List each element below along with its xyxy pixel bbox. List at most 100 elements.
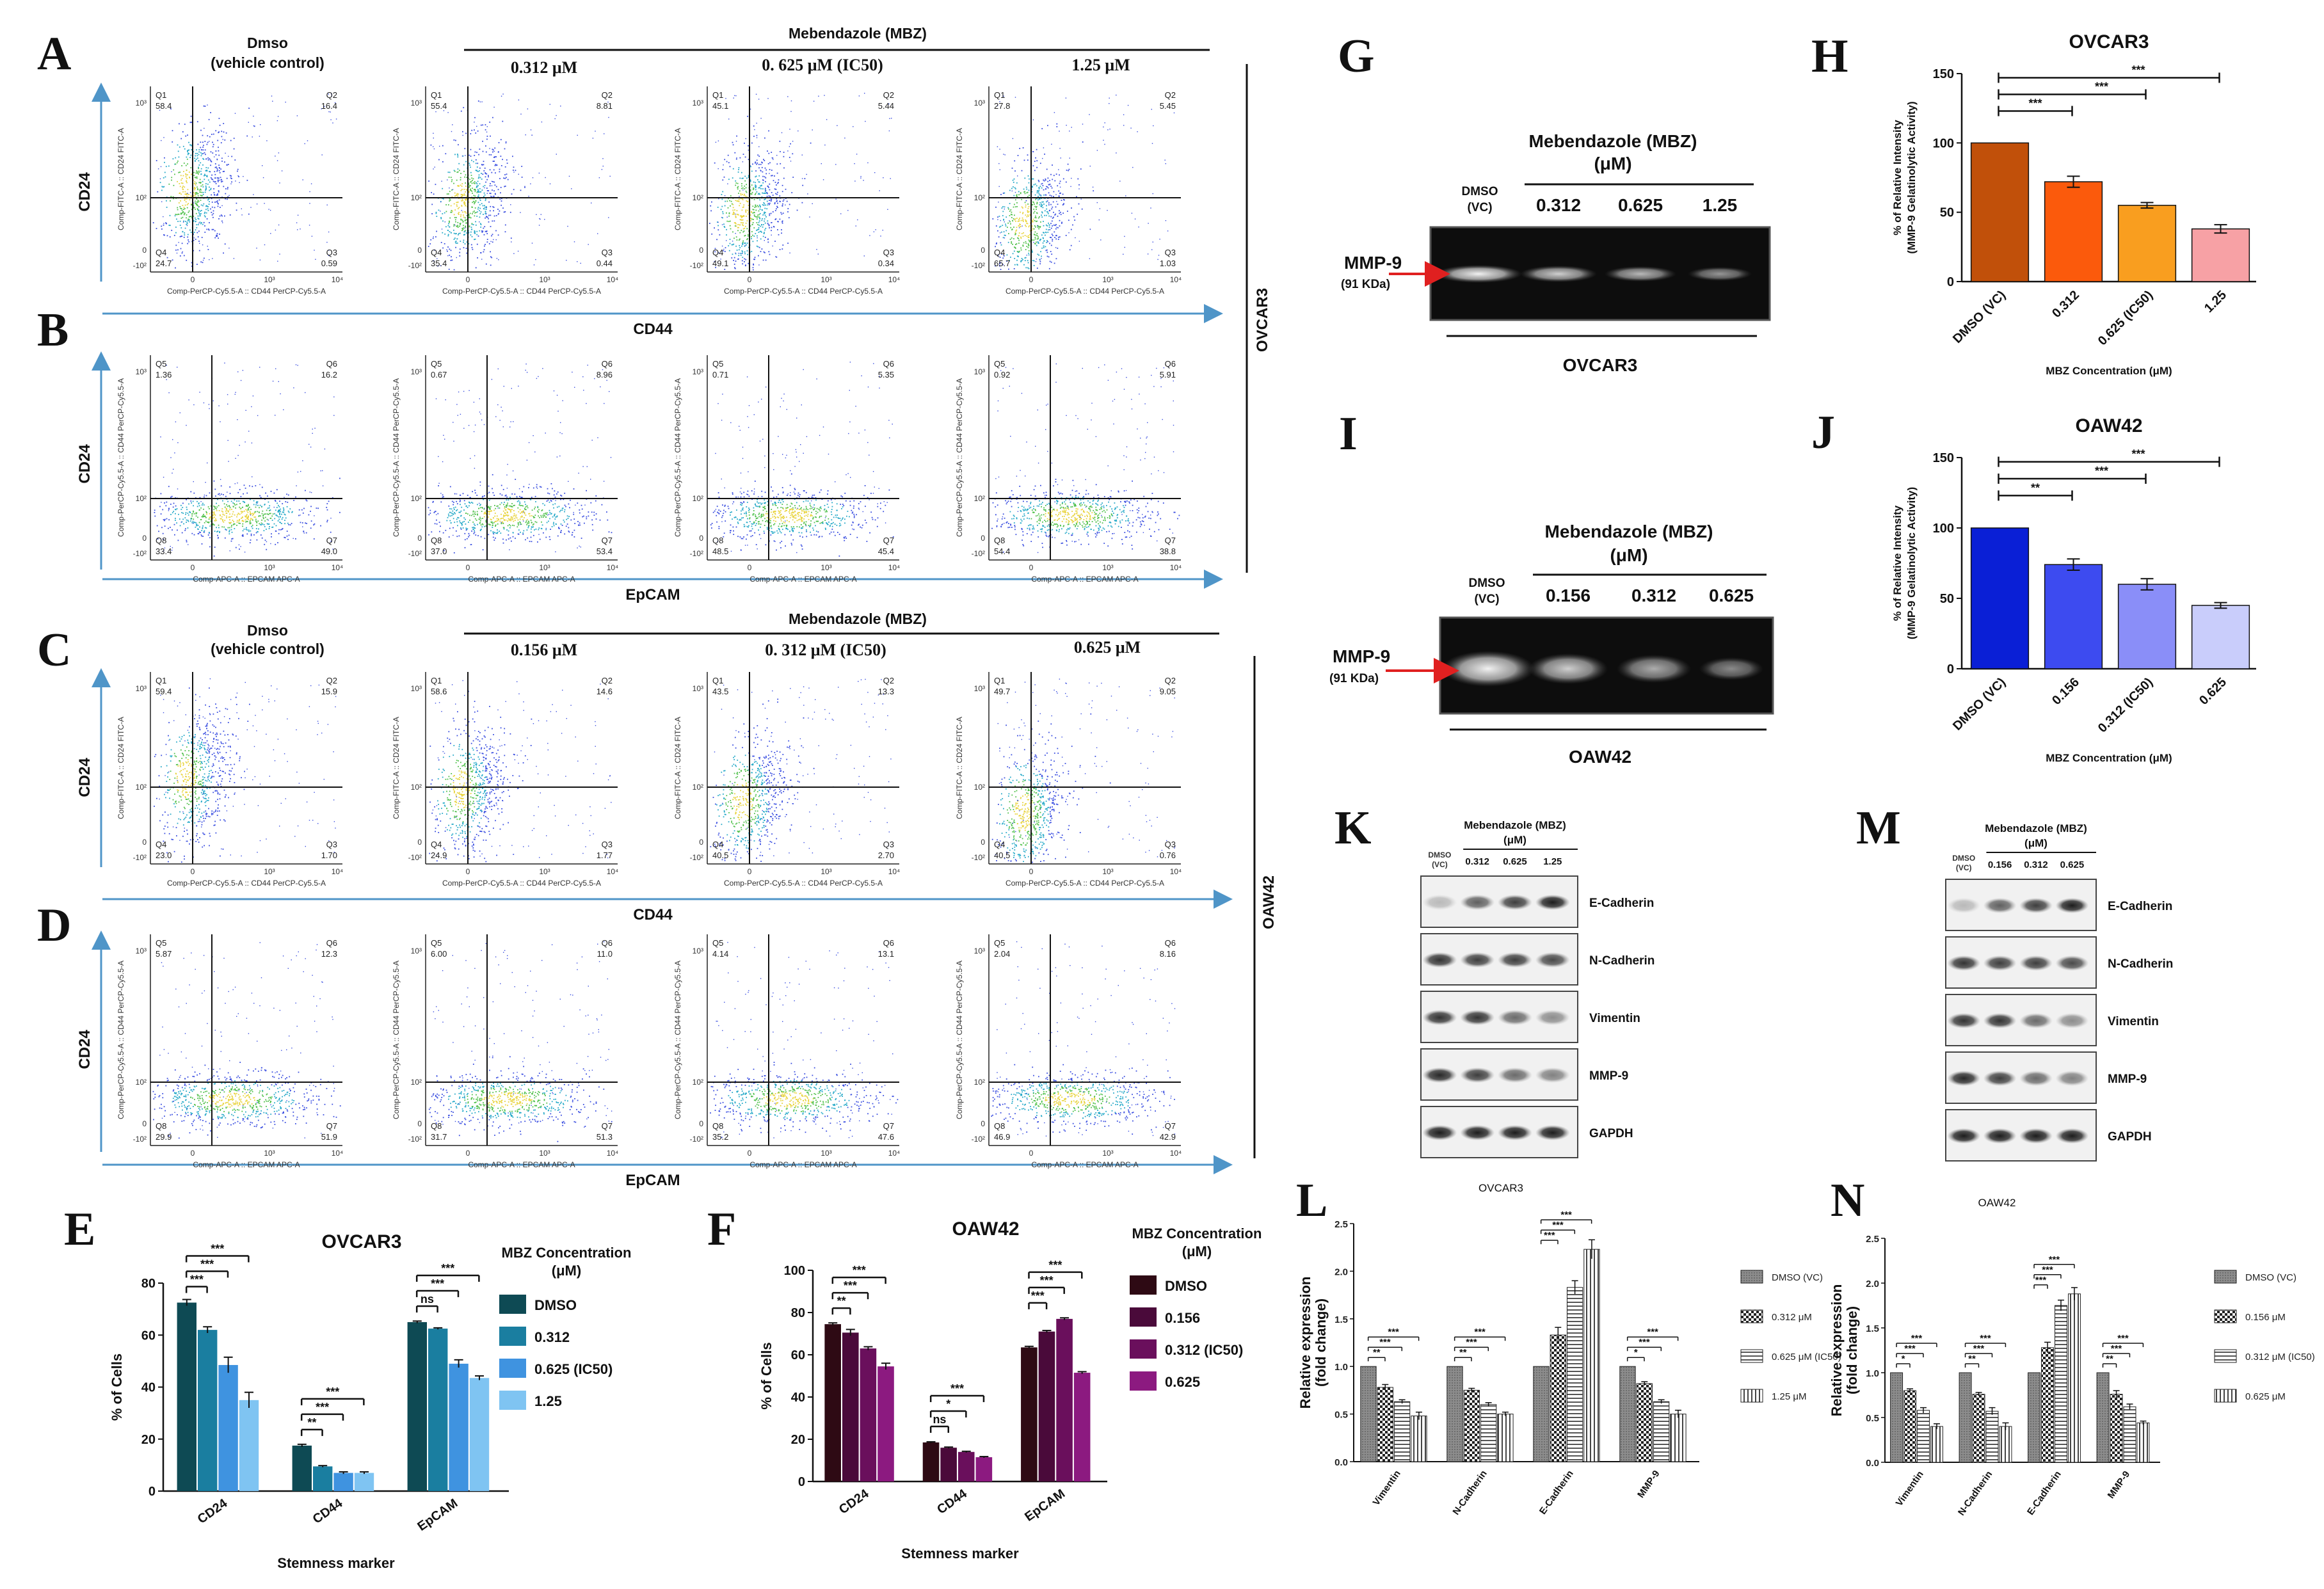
event-dot	[752, 267, 754, 269]
event-dot	[272, 100, 273, 102]
event-dot	[193, 234, 194, 235]
event-dot	[740, 549, 742, 551]
event-dot	[741, 253, 742, 254]
tick-label: -10²	[690, 261, 703, 270]
event-dot	[260, 524, 262, 525]
event-dot	[435, 184, 437, 186]
event-dot	[212, 212, 214, 214]
event-dot	[476, 495, 478, 496]
event-dot	[223, 515, 225, 516]
event-dot	[185, 173, 187, 175]
event-dot	[282, 511, 284, 513]
event-dot	[210, 112, 211, 113]
event-dot	[462, 228, 464, 230]
event-dot	[741, 177, 743, 179]
event-dot	[767, 186, 769, 188]
event-dot	[501, 200, 502, 202]
event-dot	[221, 526, 223, 528]
event-dot	[1157, 259, 1158, 260]
event-dot	[470, 185, 471, 187]
event-dot	[1017, 237, 1018, 239]
event-dot	[453, 225, 455, 227]
event-dot	[764, 229, 765, 231]
event-dot	[448, 536, 450, 538]
event-dot	[460, 110, 462, 112]
event-dot	[813, 504, 815, 506]
event-dot	[251, 525, 253, 527]
event-dot	[207, 179, 209, 181]
event-dot	[732, 244, 733, 246]
event-dot	[207, 157, 209, 159]
event-dot	[182, 212, 184, 214]
event-dot	[205, 516, 207, 518]
event-dot	[451, 232, 452, 234]
event-dot	[159, 109, 161, 111]
event-dot	[1002, 257, 1004, 259]
event-dot	[740, 254, 742, 256]
event-dot	[209, 186, 210, 188]
condition-label-2: 0. 625 μM (IC50)	[762, 56, 883, 74]
event-dot	[1017, 155, 1019, 156]
event-dot	[757, 224, 758, 225]
event-dot	[308, 514, 310, 516]
event-dot	[188, 152, 189, 154]
event-dot	[491, 510, 492, 512]
event-dot	[472, 193, 473, 194]
event-dot	[1007, 207, 1009, 209]
event-dot	[448, 177, 450, 178]
event-dot	[489, 507, 491, 509]
event-dot	[1037, 190, 1039, 191]
event-dot	[202, 527, 204, 529]
event-dot	[488, 214, 490, 216]
tick-label: 10⁴	[332, 275, 344, 284]
event-dot	[258, 511, 260, 513]
event-dot	[457, 195, 459, 197]
event-dot	[783, 177, 785, 179]
event-dot	[481, 164, 483, 166]
event-dot	[439, 531, 440, 532]
event-dot	[482, 140, 483, 142]
event-dot	[495, 538, 496, 539]
event-dot	[722, 191, 724, 193]
event-dot	[166, 207, 168, 208]
event-dot	[1014, 258, 1016, 259]
event-dot	[200, 532, 201, 533]
event-dot	[760, 206, 761, 208]
event-dot	[262, 523, 264, 525]
event-dot	[1014, 188, 1016, 189]
event-dot	[449, 191, 451, 193]
event-dot	[774, 210, 776, 211]
event-dot	[242, 523, 244, 525]
event-dot	[241, 511, 243, 513]
event-dot	[174, 215, 176, 217]
event-dot	[574, 387, 575, 388]
event-dot	[762, 226, 764, 228]
event-dot	[511, 509, 513, 511]
event-dot	[1034, 231, 1036, 233]
event-dot	[1034, 161, 1036, 162]
event-dot	[777, 507, 778, 509]
event-dot	[558, 527, 559, 529]
event-dot	[438, 209, 440, 211]
event-dot	[213, 188, 214, 189]
event-dot	[481, 189, 483, 191]
event-dot	[534, 508, 535, 510]
event-dot	[440, 265, 441, 266]
event-dot	[801, 548, 803, 550]
event-dot	[752, 222, 754, 223]
event-dot	[488, 154, 490, 156]
event-dot	[193, 192, 195, 193]
event-dot	[222, 519, 223, 520]
event-dot	[536, 378, 538, 379]
event-dot	[1052, 225, 1053, 227]
event-dot	[464, 176, 465, 178]
event-dot	[468, 198, 469, 200]
event-dot	[220, 515, 221, 516]
event-dot	[469, 154, 470, 156]
event-dot	[1003, 255, 1005, 257]
event-dot	[759, 199, 761, 201]
event-dot	[326, 521, 328, 523]
event-dot	[776, 198, 778, 200]
event-dot	[739, 190, 741, 192]
event-dot	[207, 141, 209, 143]
